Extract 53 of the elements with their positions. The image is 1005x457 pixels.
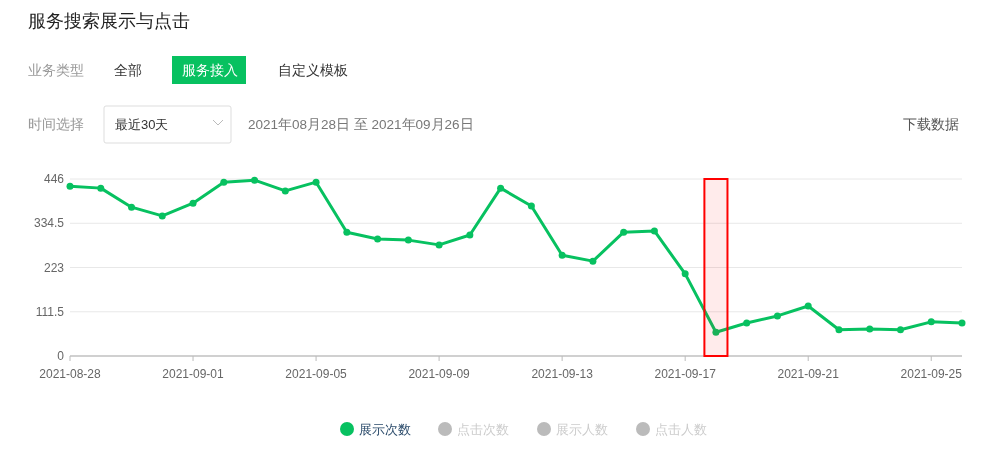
chart-title: 服务搜索展示与点击 xyxy=(28,11,190,31)
point xyxy=(343,228,351,236)
point xyxy=(620,228,628,236)
text: 最近30天 xyxy=(115,117,169,132)
point xyxy=(650,227,658,235)
point xyxy=(466,231,474,239)
point xyxy=(681,270,689,278)
y-tick-label: 446 xyxy=(43,172,65,186)
point xyxy=(497,184,505,192)
point xyxy=(896,326,904,334)
point xyxy=(743,319,751,327)
point xyxy=(712,328,720,336)
point xyxy=(97,184,105,192)
point xyxy=(128,203,136,211)
point xyxy=(804,302,812,310)
point xyxy=(958,319,966,327)
x-tick-label: 2021-09-01 xyxy=(162,367,225,381)
point xyxy=(251,176,259,184)
point xyxy=(835,326,843,334)
point xyxy=(527,202,535,210)
point xyxy=(281,187,289,195)
point xyxy=(435,241,443,249)
y-tick-label: 111.5 xyxy=(35,304,65,319)
text: 自定义模板 xyxy=(278,63,348,78)
point xyxy=(558,251,566,259)
point xyxy=(589,257,597,265)
y-tick-label: 334.5 xyxy=(33,216,65,231)
text: 业务类型 xyxy=(28,63,84,78)
point xyxy=(312,178,320,186)
text: 下载数据 xyxy=(903,117,959,132)
point xyxy=(866,325,874,333)
x-tick-label: 2021-09-05 xyxy=(285,367,348,381)
x-tick-label: 2021-09-17 xyxy=(654,367,717,381)
point xyxy=(404,236,412,244)
legend-label: 展示次数 xyxy=(359,422,411,437)
point xyxy=(158,212,166,220)
point xyxy=(220,178,228,186)
point xyxy=(773,312,781,320)
x-tick-label: 2021-09-21 xyxy=(777,367,840,381)
y-tick-label: 223 xyxy=(43,260,65,275)
point xyxy=(189,199,197,207)
x-tick-label: 2021-08-28 xyxy=(39,367,102,381)
text: 2021年08月28日 至 2021年09月26日 xyxy=(248,117,474,132)
x-tick-label: 2021-09-09 xyxy=(408,367,471,381)
x-tick-label: 2021-09-13 xyxy=(531,367,594,381)
point xyxy=(927,318,935,326)
point xyxy=(66,182,74,190)
point xyxy=(374,235,382,243)
text: 时间选择 xyxy=(28,117,84,132)
text: 服务接入 xyxy=(182,63,238,78)
x-tick-label: 2021-09-25 xyxy=(900,367,963,381)
text: 全部 xyxy=(114,63,142,78)
y-tick-label: 0 xyxy=(57,349,65,363)
